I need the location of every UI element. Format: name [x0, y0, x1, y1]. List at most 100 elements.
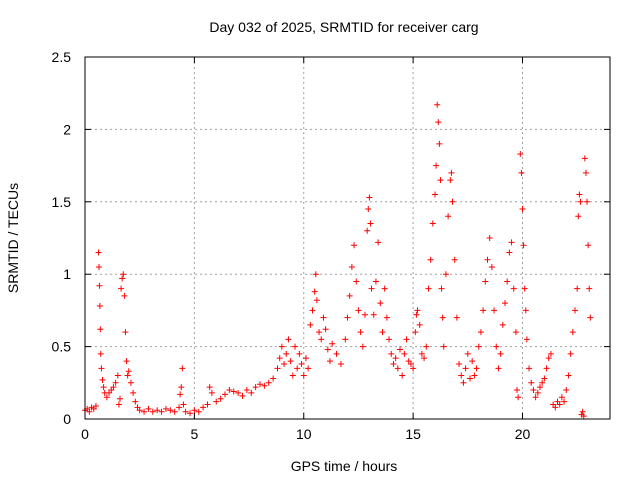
- data-point: [351, 242, 358, 249]
- data-point: [239, 392, 246, 399]
- data-point: [359, 343, 366, 350]
- data-point: [471, 372, 478, 379]
- data-point: [572, 307, 578, 314]
- data-point: [556, 401, 563, 408]
- data-point: [445, 213, 452, 220]
- data-point: [97, 350, 104, 357]
- data-point: [388, 350, 395, 357]
- data-point: [302, 355, 309, 362]
- data-point: [574, 285, 581, 292]
- data-point: [576, 191, 583, 198]
- data-point: [440, 343, 447, 350]
- data-point: [427, 256, 434, 263]
- data-point: [206, 384, 213, 391]
- data-point: [86, 408, 93, 415]
- data-point: [421, 355, 428, 362]
- data-point: [287, 358, 294, 365]
- data-point: [309, 307, 316, 314]
- data-point: [495, 365, 502, 372]
- data-point: [136, 407, 143, 414]
- data-point: [187, 410, 193, 417]
- data-point: [482, 278, 489, 285]
- data-point: [491, 307, 498, 314]
- data-point: [365, 206, 372, 213]
- data-point: [179, 365, 186, 372]
- data-point: [296, 350, 303, 357]
- data-point: [399, 372, 406, 379]
- data-point: [520, 242, 527, 249]
- data-point: [488, 263, 495, 270]
- data-point: [467, 375, 473, 382]
- data-point: [257, 381, 263, 388]
- data-point: [460, 379, 467, 386]
- data-point: [178, 384, 185, 391]
- data-point: [276, 355, 283, 362]
- data-point: [435, 119, 442, 126]
- data-point: [311, 288, 318, 295]
- data-point: [585, 242, 592, 249]
- data-point: [451, 256, 458, 263]
- data-point: [508, 239, 515, 246]
- data-point: [537, 384, 543, 391]
- data-point: [119, 275, 126, 282]
- data-point: [532, 394, 539, 401]
- data-point: [486, 235, 493, 241]
- x-tick-label: 15: [405, 426, 421, 442]
- data-point: [307, 321, 314, 328]
- data-point: [534, 389, 541, 396]
- data-point: [436, 140, 443, 147]
- y-tick-label: 1: [63, 266, 71, 282]
- data-point: [127, 379, 134, 386]
- data-point: [587, 314, 594, 321]
- data-point: [120, 271, 127, 278]
- data-points: [82, 101, 594, 420]
- chart-title: Day 032 of 2025, SRMTID for receiver car…: [209, 19, 478, 35]
- data-point: [464, 350, 471, 357]
- data-point: [243, 387, 250, 394]
- data-point: [567, 350, 574, 357]
- data-point: [414, 307, 421, 314]
- data-point: [368, 285, 375, 292]
- data-point: [543, 365, 550, 372]
- data-point: [577, 198, 584, 205]
- data-point: [390, 360, 397, 367]
- data-point: [541, 375, 548, 382]
- data-point: [545, 355, 552, 362]
- data-point: [103, 394, 110, 401]
- data-point: [213, 398, 220, 405]
- data-point: [480, 307, 487, 314]
- data-point: [171, 408, 178, 415]
- x-tick-label: 10: [296, 426, 312, 442]
- tick-marks: [84, 56, 610, 420]
- data-point: [584, 198, 591, 205]
- y-axis-title: SRMTID / TECUs: [5, 183, 21, 293]
- data-point: [305, 365, 312, 372]
- data-point: [162, 405, 169, 412]
- data-point: [469, 358, 476, 365]
- data-point: [294, 365, 301, 372]
- data-point: [370, 311, 377, 318]
- data-point: [438, 285, 445, 292]
- data-point: [337, 360, 344, 367]
- data-point: [552, 404, 559, 411]
- data-point: [180, 401, 187, 408]
- data-point: [563, 387, 570, 394]
- data-point: [456, 360, 463, 367]
- data-point: [141, 408, 148, 415]
- data-point: [114, 372, 121, 379]
- data-point: [324, 346, 331, 353]
- data-point: [526, 365, 533, 372]
- data-point: [342, 336, 349, 343]
- data-point: [283, 350, 290, 357]
- data-point: [226, 387, 233, 394]
- data-point: [579, 408, 586, 415]
- data-point: [432, 191, 438, 198]
- data-point: [289, 372, 296, 379]
- data-point: [123, 358, 130, 365]
- data-point: [523, 336, 530, 343]
- data-point: [327, 358, 333, 365]
- data-point: [434, 101, 441, 108]
- y-tick-label: 1.5: [52, 194, 72, 210]
- data-point: [92, 402, 99, 409]
